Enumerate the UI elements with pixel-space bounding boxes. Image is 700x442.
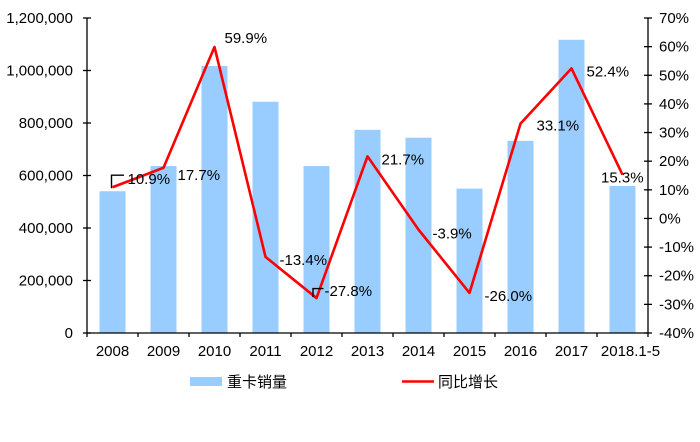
data-label-2013: 21.7% bbox=[382, 151, 425, 168]
y-right-tick-label: 50% bbox=[659, 67, 689, 84]
data-label-2008: 10.9% bbox=[128, 171, 171, 188]
data-label-2012: -27.8% bbox=[325, 283, 373, 300]
x-tick-label: 2014 bbox=[402, 343, 435, 360]
data-label-2009: 17.7% bbox=[178, 167, 221, 184]
x-tick-label: 2016 bbox=[504, 343, 537, 360]
data-label-2018.1-5: 15.3% bbox=[601, 170, 644, 187]
y-left-tick-label: 1,000,000 bbox=[6, 63, 73, 80]
y-right-tick-label: 60% bbox=[659, 39, 689, 56]
bar-2014 bbox=[405, 137, 432, 333]
label-leader-line bbox=[312, 287, 324, 298]
data-label-2010: 59.9% bbox=[225, 30, 268, 47]
data-label-2014: -3.9% bbox=[433, 226, 472, 243]
x-tick-label: 2017 bbox=[555, 343, 588, 360]
x-tick-label: 2010 bbox=[198, 343, 231, 360]
y-right-tick-label: 70% bbox=[659, 10, 689, 27]
x-tick-label: 2009 bbox=[147, 343, 180, 360]
bar-2009 bbox=[150, 166, 177, 333]
y-right-tick-label: 0% bbox=[659, 210, 681, 227]
y-right-tick-label: 40% bbox=[659, 96, 689, 113]
legend-bar-swatch bbox=[190, 377, 222, 386]
y-left-tick-label: 400,000 bbox=[19, 220, 73, 237]
y-right-tick-label: -30% bbox=[659, 296, 694, 313]
growth-line bbox=[112, 45, 624, 300]
legend-label-sales: 重卡销量 bbox=[227, 374, 287, 391]
data-label-2017: 52.4% bbox=[587, 63, 630, 80]
y-right-tick-label: 20% bbox=[659, 153, 689, 170]
y-left-tick-label: 800,000 bbox=[19, 115, 73, 132]
data-label-2011: -13.4% bbox=[280, 252, 328, 269]
bar-2018.1-5 bbox=[609, 186, 636, 333]
y-right-tick-label: -40% bbox=[659, 325, 694, 342]
y-left-tick-label: 1,200,000 bbox=[6, 10, 73, 27]
bar-2012 bbox=[303, 166, 330, 333]
y-right-tick-label: -10% bbox=[659, 239, 694, 256]
label-leader-line bbox=[110, 174, 124, 189]
x-tick-label: 2012 bbox=[300, 343, 333, 360]
legend-label-growth: 同比增长 bbox=[438, 374, 498, 391]
data-label-2016: 33.1% bbox=[537, 118, 580, 135]
x-tick-label: 2011 bbox=[249, 343, 281, 360]
data-label-2015: -26.0% bbox=[485, 288, 533, 305]
x-tick-label: 2013 bbox=[351, 343, 384, 360]
bar-2016 bbox=[507, 140, 534, 333]
y-left-tick-label: 200,000 bbox=[19, 273, 73, 290]
x-tick-label: 2018.1-5 bbox=[601, 343, 660, 360]
y-right-tick-label: 10% bbox=[659, 182, 689, 199]
x-tick-label: 2015 bbox=[453, 343, 486, 360]
y-left-tick-label: 0 bbox=[65, 325, 73, 342]
bar-2008 bbox=[99, 191, 126, 333]
y-right-tick-label: -20% bbox=[659, 268, 694, 285]
x-tick-label: 2008 bbox=[96, 343, 129, 360]
y-right-tick-label: 30% bbox=[659, 125, 689, 142]
bar-2013 bbox=[354, 129, 381, 333]
y-left-tick-label: 600,000 bbox=[19, 168, 73, 185]
bar-2017 bbox=[558, 39, 585, 333]
bar-2010 bbox=[201, 66, 228, 333]
